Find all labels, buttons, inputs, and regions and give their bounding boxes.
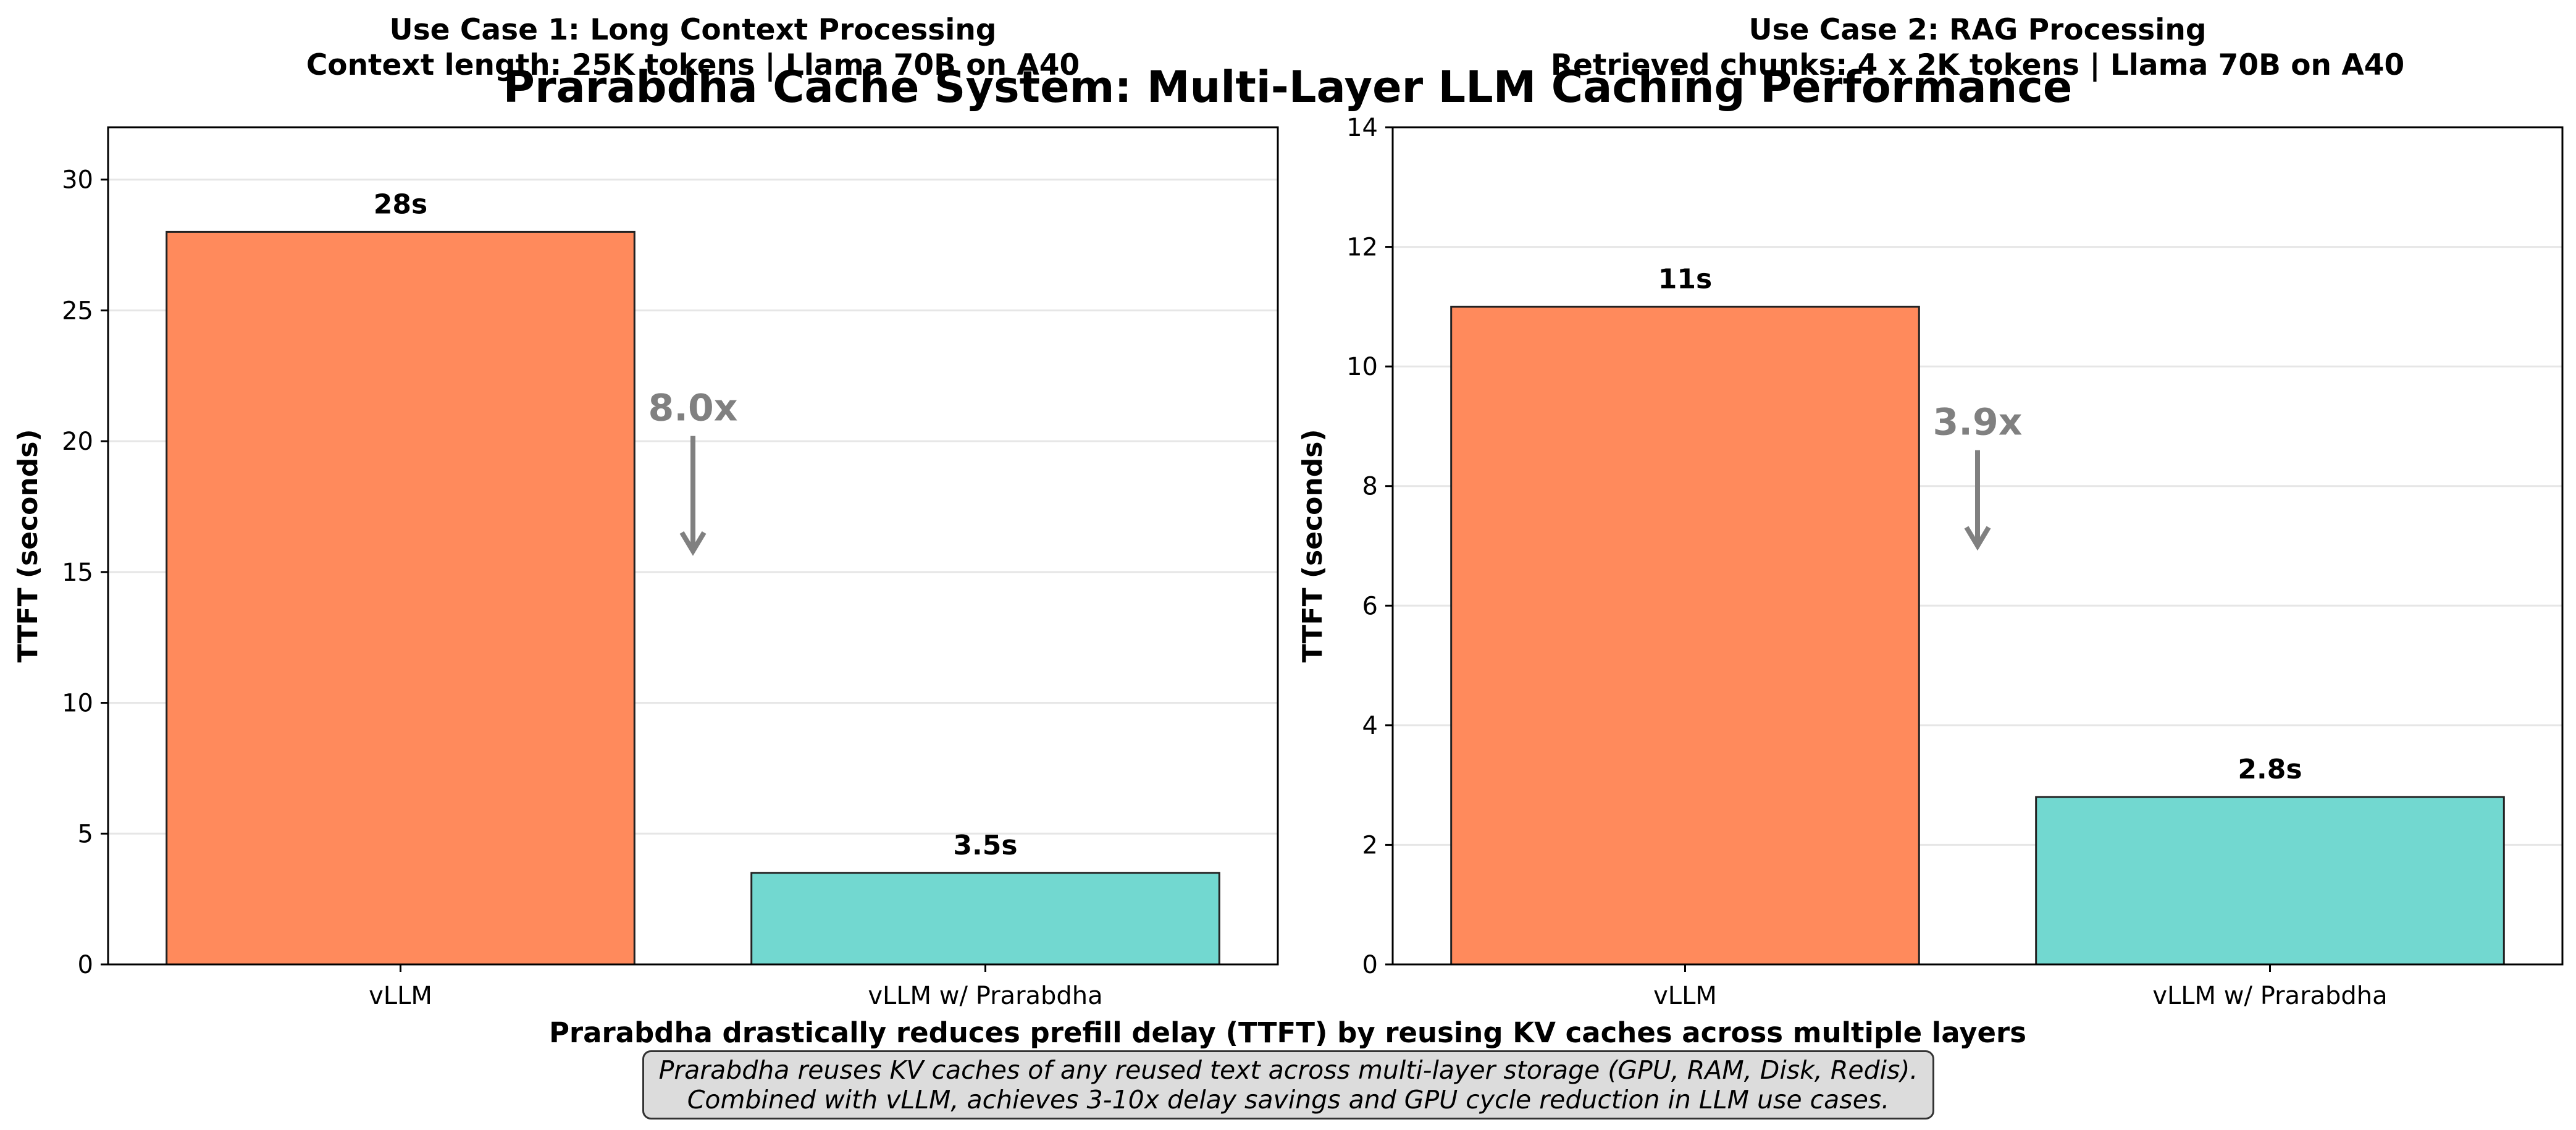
y-tick-label: 2 xyxy=(1362,831,1378,859)
footer-note-box: Prarabdha reuses KV caches of any reused… xyxy=(642,1050,1934,1119)
chart-title: Use Case 2: RAG Processing xyxy=(1749,13,2207,47)
data-label: 28s xyxy=(374,188,427,220)
data-label: 11s xyxy=(1658,263,1712,295)
y-tick-label: 30 xyxy=(62,166,93,195)
data-label: 3.5s xyxy=(953,830,1017,861)
chart-1: 28s vLLM 3.5s vLLM w/ Prarabdha 0 5 10 15 20 25 30… xyxy=(12,13,1279,1010)
y-tick-label: 10 xyxy=(1346,353,1378,381)
y-tick-label: 14 xyxy=(1346,114,1378,142)
speedup-label: 8.0x xyxy=(648,387,738,430)
footer-note-line-1: Prarabdha reuses KV caches of any reused… xyxy=(658,1055,1918,1085)
y-axis-label: TTFT (seconds) xyxy=(1297,429,1328,663)
bar-vllm xyxy=(1450,305,1920,966)
y-tick-label: 5 xyxy=(78,820,93,848)
x-tick-label: vLLM w/ Prarabdha xyxy=(2152,982,2387,1010)
y-tick-label: 8 xyxy=(1362,473,1378,501)
y-tick-label: 0 xyxy=(78,951,93,979)
bar-vllm xyxy=(166,230,636,966)
data-label: 2.8s xyxy=(2238,754,2302,785)
y-axis-label: TTFT (seconds) xyxy=(12,429,44,663)
y-tick-label: 20 xyxy=(62,428,93,456)
chart-title: Use Case 1: Long Context Processing xyxy=(390,13,997,47)
bar-prarabdha xyxy=(750,872,1220,966)
chart-2: 11s vLLM 2.8s vLLM w/ Prarabdha 0 2 4 6 8 10 12 14 T… xyxy=(1297,13,2564,1010)
speedup-arrow-head xyxy=(679,531,707,556)
x-tick-label: vLLM xyxy=(369,982,432,1010)
footer-note-line-2: Combined with vLLM, achieves 3-10x delay… xyxy=(687,1085,1890,1115)
y-tick-label: 25 xyxy=(62,297,93,325)
footer-title: Prarabdha drastically reduces prefill de… xyxy=(549,1016,2026,1049)
y-tick-label: 6 xyxy=(1362,592,1378,620)
x-tick-label: vLLM xyxy=(1653,982,1717,1010)
y-tick-label: 4 xyxy=(1362,712,1378,740)
speedup-label: 3.9x xyxy=(1933,401,2023,444)
y-tick-label: 10 xyxy=(62,689,93,718)
y-tick-label: 15 xyxy=(62,559,93,587)
y-tick-label: 0 xyxy=(1362,951,1378,979)
bar-prarabdha xyxy=(2035,796,2505,966)
speedup-arrow-head xyxy=(1964,526,1991,551)
x-tick-label: vLLM w/ Prarabdha xyxy=(868,982,1102,1010)
chart-subtitle: Retrieved chunks: 4 x 2K tokens | Llama … xyxy=(1551,48,2404,82)
axes-frame xyxy=(107,126,1279,966)
chart-subtitle: Context length: 25K tokens | Llama 70B o… xyxy=(306,48,1080,82)
figure-suptitle: Prarabdha Cache System: Multi-Layer LLM … xyxy=(503,62,2073,112)
y-tick-label: 12 xyxy=(1346,234,1378,262)
axes-frame xyxy=(1391,126,2564,966)
